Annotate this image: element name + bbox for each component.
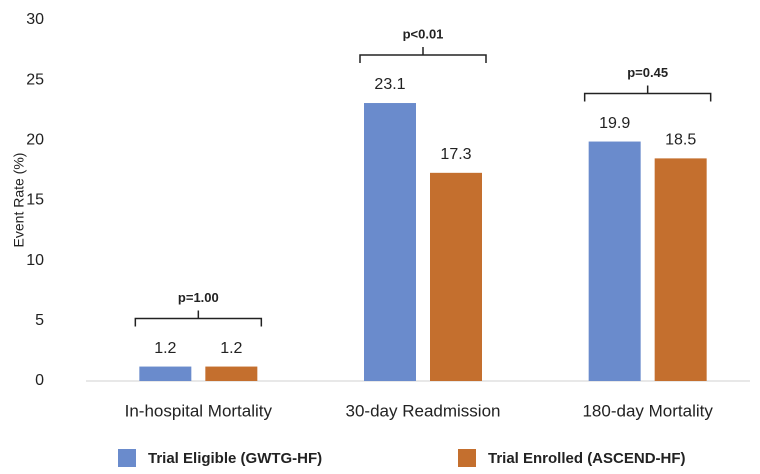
legend-swatch xyxy=(458,449,476,467)
value-label: 18.5 xyxy=(665,132,696,149)
y-axis-title: Event Rate (%) xyxy=(11,153,27,248)
legend-swatch xyxy=(118,449,136,467)
p-value-annotation: p=0.45 xyxy=(627,65,668,80)
value-label: 1.2 xyxy=(154,340,176,357)
bracket xyxy=(359,47,487,64)
legend-label: Trial Enrolled (ASCEND-HF) xyxy=(488,450,686,467)
y-tick-label: 20 xyxy=(26,132,44,149)
bar xyxy=(364,103,416,381)
y-tick-label: 25 xyxy=(26,71,44,88)
value-label: 1.2 xyxy=(220,340,242,357)
x-tick-label: 180-day Mortality xyxy=(582,401,713,420)
x-tick-label: 30-day Readmission xyxy=(346,401,501,420)
y-tick-label: 30 xyxy=(26,11,44,28)
value-label: 23.1 xyxy=(374,76,405,93)
y-tick-label: 15 xyxy=(26,192,44,209)
bracket xyxy=(134,310,263,327)
bar xyxy=(654,158,707,381)
value-label: 19.9 xyxy=(599,115,630,132)
y-tick-label: 10 xyxy=(26,252,44,269)
bar xyxy=(205,366,258,381)
bar xyxy=(139,366,192,381)
y-tick-label: 0 xyxy=(35,372,44,389)
x-tick-label: In-hospital Mortality xyxy=(125,401,273,420)
p-value-annotation: p<0.01 xyxy=(403,26,444,41)
value-label: 17.3 xyxy=(440,146,471,163)
bar xyxy=(430,172,482,381)
bracket xyxy=(583,85,712,102)
p-value-annotation: p=1.00 xyxy=(178,290,219,305)
y-tick-label: 5 xyxy=(35,312,44,329)
bar xyxy=(588,141,641,381)
legend-label: Trial Eligible (GWTG-HF) xyxy=(148,450,322,467)
